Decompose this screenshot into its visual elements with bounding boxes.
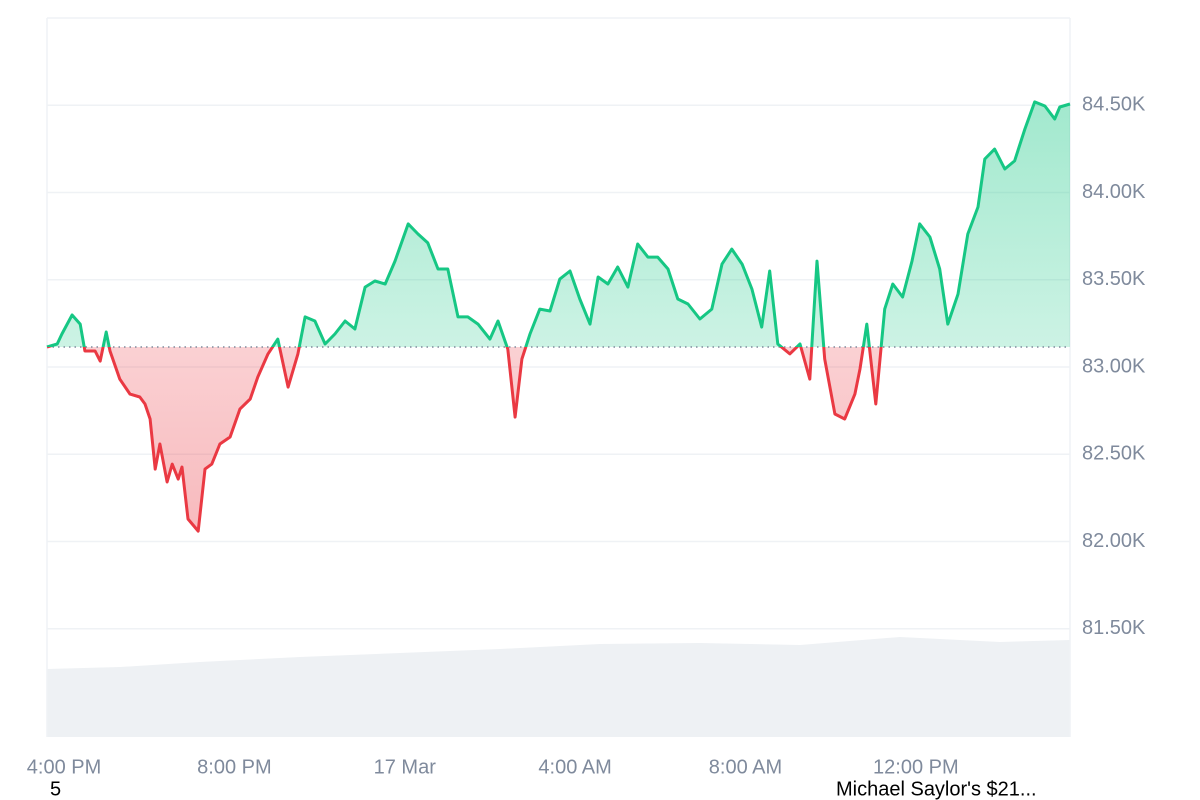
area-down (47, 346, 1070, 532)
x-tick-label: 12:00 PM (873, 756, 959, 778)
news-annotation: 5 (50, 778, 61, 800)
x-tick-label: 8:00 AM (709, 756, 782, 778)
x-tick-label: 4:00 AM (538, 756, 611, 778)
volume-backdrop (47, 637, 1070, 737)
news-annotation: Michael Saylor's $21... (836, 778, 1037, 800)
area-up (47, 101, 1070, 347)
price-line-up (46, 100, 1071, 347)
y-tick-label: 83.50K (1082, 268, 1146, 290)
y-tick-label: 84.00K (1082, 181, 1146, 203)
y-tick-label: 84.50K (1082, 94, 1146, 116)
y-tick-label: 81.50K (1082, 617, 1146, 639)
x-tick-label: 17 Mar (374, 756, 437, 778)
x-tick-label: 4:00 PM (27, 756, 101, 778)
price-line-down (46, 346, 883, 533)
y-tick-label: 83.00K (1082, 355, 1146, 377)
y-tick-label: 82.50K (1082, 443, 1146, 465)
x-tick-label: 8:00 PM (197, 756, 271, 778)
y-tick-label: 82.00K (1082, 530, 1146, 552)
